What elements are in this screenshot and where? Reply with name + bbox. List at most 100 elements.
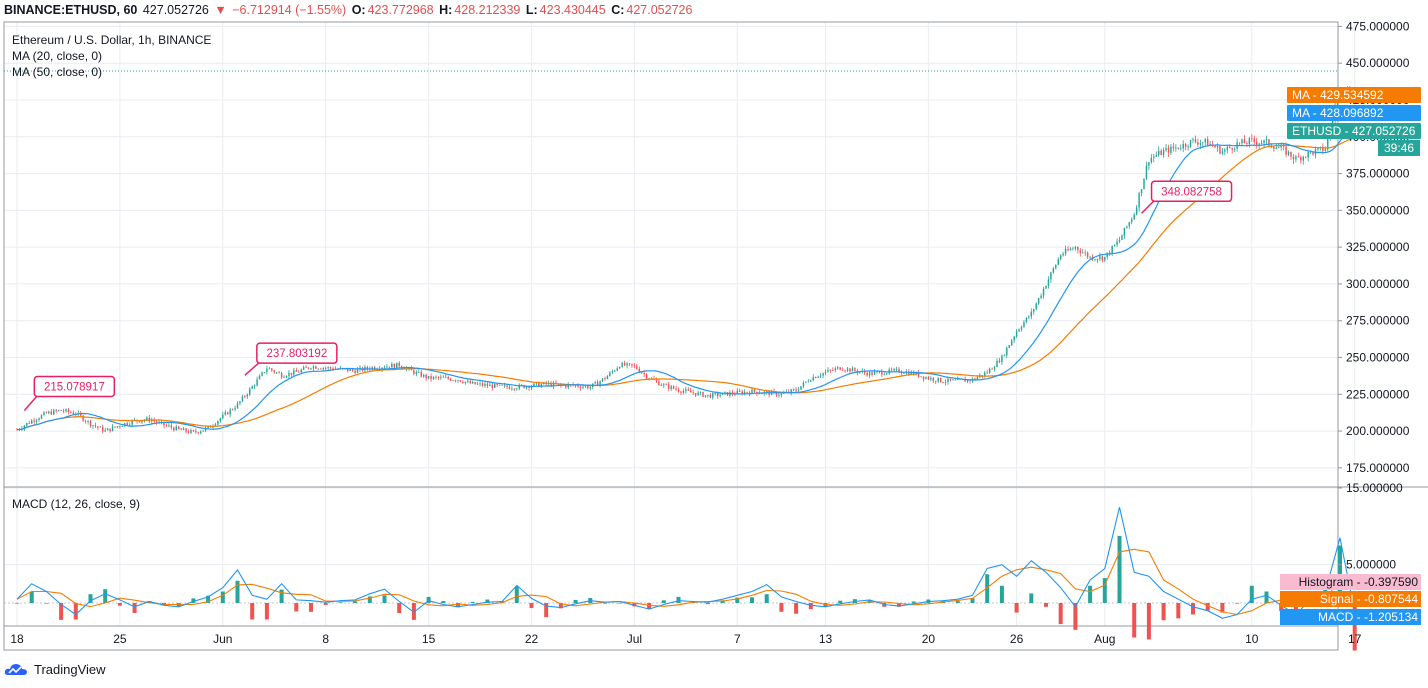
macd-histogram-bar (617, 603, 622, 604)
open-label: O: (351, 3, 366, 17)
candle-body (516, 388, 518, 390)
candle-body (966, 379, 969, 382)
macd-tag-text: Signal - -0.807544 (1320, 592, 1418, 606)
candle-body (1219, 146, 1221, 154)
macd-tag-text: MACD - -1.205134 (1318, 610, 1418, 624)
candle-body (1089, 256, 1091, 258)
candle-body (868, 372, 871, 376)
candle-body (1214, 145, 1216, 148)
candle-body (1258, 143, 1260, 145)
candle-body (249, 388, 251, 395)
candle-body (996, 360, 998, 368)
candle-body (454, 380, 457, 382)
x-tick-label: 8 (322, 632, 329, 646)
candle-body (1324, 149, 1327, 151)
price-tag-bg (1287, 105, 1421, 121)
candle-body (1233, 148, 1236, 150)
candle-body (106, 428, 109, 431)
candle-body (765, 391, 768, 393)
candle-body (148, 417, 151, 422)
candle-body (1037, 298, 1040, 304)
candle-body (175, 426, 177, 431)
change-arrow-icon: ▼ (214, 3, 227, 17)
candle-body (582, 386, 584, 388)
candle-body (672, 386, 675, 389)
macd-histogram-bar (294, 603, 299, 612)
candle-body (954, 379, 957, 381)
candle-body (741, 391, 743, 394)
moving-average-lines (4, 70, 1353, 431)
candle-body (84, 420, 87, 422)
candle-body (197, 432, 200, 434)
candle-body (1273, 147, 1275, 149)
candle-body (1040, 295, 1042, 299)
candle-body (1106, 252, 1108, 257)
candle-body (173, 427, 175, 431)
candle-body (550, 382, 552, 387)
candle-body (694, 393, 697, 396)
macd-histogram-bar (353, 601, 358, 603)
candle-body (141, 420, 143, 423)
y-tick-label: 350.000000 (1346, 203, 1410, 217)
candle-body (302, 367, 305, 370)
x-tick-label: 18 (10, 632, 24, 646)
macd-histogram-bar (426, 596, 431, 603)
ma50-legend[interactable]: MA (50, close, 0) (12, 65, 103, 79)
candle-body (464, 381, 467, 383)
candle-body (226, 412, 229, 415)
candle-body (614, 370, 616, 372)
candle-body (910, 371, 912, 375)
candle-body (1153, 156, 1155, 158)
candle-body (30, 420, 33, 424)
x-tick-label: 22 (525, 632, 539, 646)
macd-tick-label: 15.000000 (1346, 481, 1403, 495)
candle-body (99, 426, 102, 428)
candle-body (935, 380, 937, 382)
footer-brand[interactable]: TradingView (4, 658, 106, 680)
candle-body (1285, 146, 1287, 155)
macd-histogram-bar (1088, 585, 1093, 603)
candle-body (952, 379, 954, 381)
candle-body (1069, 248, 1072, 251)
candle-body (45, 412, 48, 414)
macd-histogram-bar (558, 603, 563, 609)
candle-body (927, 377, 930, 380)
candle-body (1177, 147, 1180, 149)
candle-body (182, 428, 185, 430)
candle-body (1248, 138, 1251, 144)
candle-body (222, 414, 224, 419)
macd-histogram-bar (162, 603, 166, 605)
candle-body (1008, 345, 1010, 348)
candle-body (665, 384, 667, 386)
macd-histogram-bar (1249, 585, 1254, 603)
candle-body (55, 410, 57, 411)
candle-body (449, 378, 452, 381)
candle-body (498, 384, 501, 386)
macd-histogram-bar (1044, 603, 1048, 607)
candle-body (126, 423, 128, 425)
candle-body (62, 410, 65, 412)
candle-body (491, 384, 494, 388)
candle-body (1182, 143, 1184, 149)
candle-body (1113, 244, 1116, 247)
candle-body (278, 372, 280, 374)
macd-legend[interactable]: MACD (12, 26, close, 9) (12, 497, 141, 511)
candle-body (758, 393, 761, 395)
candle-body (1128, 222, 1131, 227)
macd-histogram-bar (1235, 603, 1240, 604)
candle-body (283, 377, 285, 378)
candle-body (1148, 162, 1150, 166)
candle-body (266, 368, 268, 373)
symbol-label[interactable]: BINANCE:ETHUSD, 60 (4, 3, 138, 17)
ma20-legend[interactable]: MA (20, close, 0) (12, 49, 103, 63)
candle-body (442, 376, 445, 378)
macd-histogram-bar (235, 580, 240, 603)
candle-body (1104, 256, 1106, 261)
macd-histogram-bar (1205, 603, 1210, 611)
candle-body (873, 371, 876, 375)
candle-body (802, 382, 805, 387)
candle-body (427, 375, 430, 379)
candle-body (484, 384, 486, 386)
candle-body (1278, 147, 1280, 149)
